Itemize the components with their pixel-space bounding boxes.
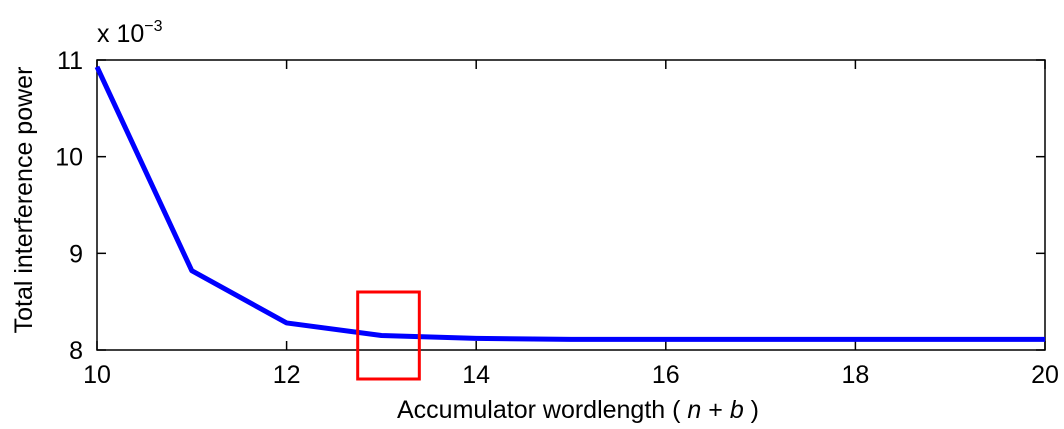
y-exponent-base: x 10 [97, 20, 144, 48]
y-tick-label: 9 [69, 240, 83, 268]
y-axis-label: Total interference power [10, 67, 38, 334]
series-layer [94, 65, 1045, 342]
x-axis-label-plus: + [701, 396, 730, 424]
y-tick-label: 11 [57, 47, 83, 75]
x-tick-label: 14 [462, 361, 490, 389]
axes-box [96, 59, 1046, 351]
x-axis-label-n: n [687, 396, 701, 424]
x-axis-label-close: ) [744, 396, 759, 424]
x-axis-label-main: Accumulator wordlength ( [397, 396, 687, 424]
x-tick-label: 10 [83, 361, 111, 389]
ticks-layer: 10 12 14 16 18 20 8 9 10 11 [55, 47, 1059, 389]
y-tick-label: 10 [55, 144, 83, 172]
y-tick-label: 8 [69, 337, 83, 365]
y-axis-exponent: x 10−3 [97, 18, 163, 48]
y-exponent-power: −3 [144, 18, 162, 35]
x-axis-label: Accumulator wordlength ( n + b ) [397, 396, 759, 424]
highlight-box [356, 290, 421, 381]
x-tick-label: 20 [1031, 361, 1059, 389]
x-tick-label: 18 [841, 361, 869, 389]
x-axis-label-b: b [730, 396, 744, 424]
x-tick-label: 16 [652, 361, 680, 389]
plot-area [96, 59, 1046, 351]
annotation-layer [356, 290, 421, 381]
x-tick-label: 12 [273, 361, 301, 389]
series-line [94, 65, 1045, 342]
